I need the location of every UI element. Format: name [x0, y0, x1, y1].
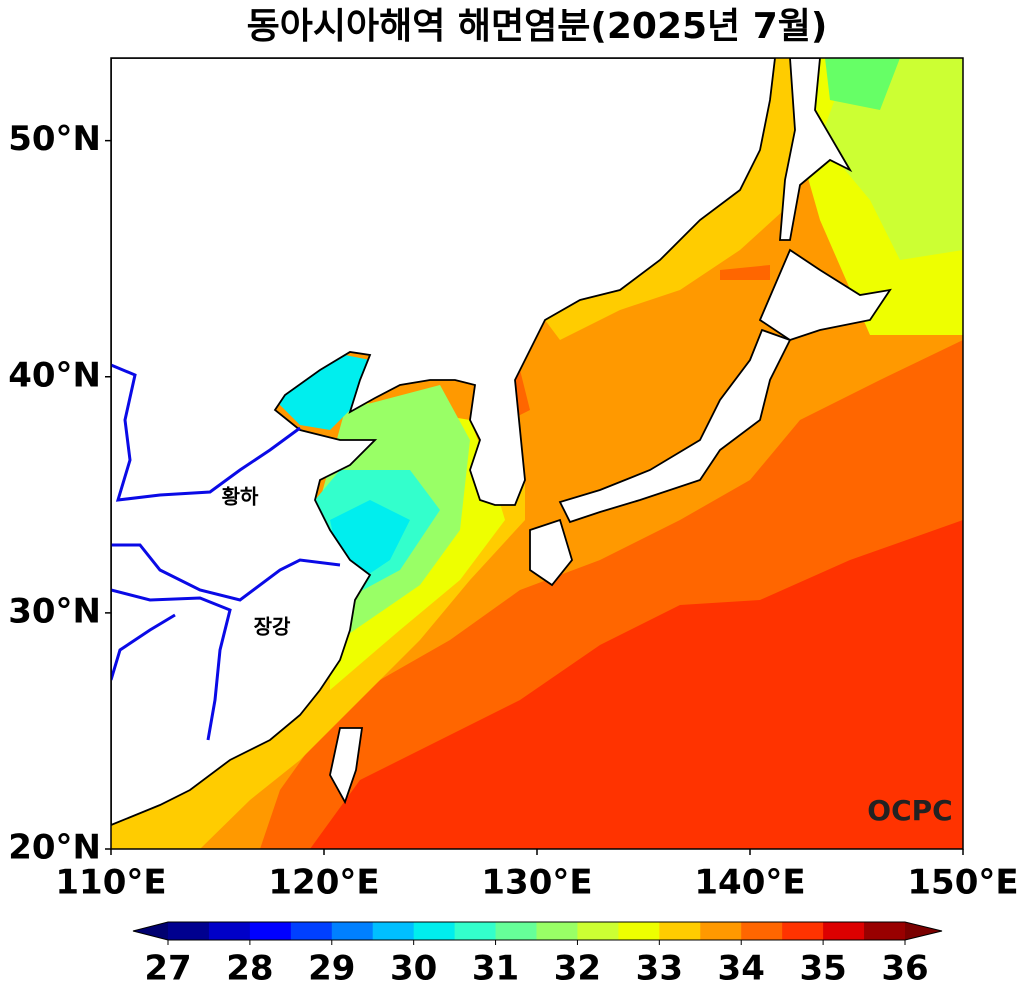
- colorbar-tick-label: 34: [718, 949, 765, 989]
- colorbar-bin: [700, 922, 742, 940]
- x-tick-label: 130°E: [481, 863, 592, 903]
- colorbar-bin: [823, 922, 865, 940]
- river: [111, 543, 341, 602]
- colorbar-tick-label: 35: [799, 949, 846, 989]
- colorbar-bin: [741, 922, 783, 940]
- colorbar-under: [133, 922, 168, 940]
- salinity-region: [720, 265, 770, 280]
- salinity-region: [275, 355, 370, 430]
- colorbar-tick-label: 32: [554, 949, 601, 989]
- y-tick-label: 50°N: [8, 119, 101, 159]
- land: [558, 328, 792, 524]
- colorbar-bin: [208, 922, 251, 940]
- river: [111, 588, 232, 741]
- river: [111, 613, 176, 681]
- salinity-region: [825, 58, 900, 110]
- colorbar-tick-label: 30: [390, 949, 437, 989]
- colorbar-tick-label: 36: [881, 949, 928, 989]
- colorbar-bin: [618, 922, 660, 940]
- colorbar-bin: [372, 922, 415, 940]
- map: [111, 58, 963, 849]
- colorbar-bin: [290, 922, 333, 940]
- y-tick-label: 40°N: [8, 355, 101, 395]
- colorbar-tick-label: 28: [226, 949, 273, 989]
- x-tick-label: 150°E: [907, 863, 1018, 903]
- y-tick-label: 30°N: [8, 591, 101, 631]
- colorbar-bin: [331, 922, 374, 940]
- colorbar-bin: [536, 922, 578, 940]
- colorbar-tick-label: 27: [144, 949, 191, 989]
- salinity-region: [310, 520, 963, 849]
- x-tick-label: 120°E: [268, 863, 379, 903]
- colorbar-bin: [454, 922, 497, 940]
- river-label: 황하: [222, 485, 259, 509]
- title: 동아시아해역 해면염분(2025년 7월): [247, 6, 828, 47]
- x-tick-label: 110°E: [55, 863, 166, 903]
- land: [779, 58, 853, 241]
- colorbar-bin: [168, 922, 210, 940]
- colorbar-bin: [782, 922, 824, 940]
- river-label: 장강: [254, 615, 291, 639]
- colorbar-bin: [864, 922, 906, 940]
- colorbar-bin: [659, 922, 701, 940]
- colorbar-bin: [413, 922, 456, 940]
- logo: OCPC: [867, 794, 952, 827]
- y-tick-label: 20°N: [8, 828, 101, 868]
- land: [758, 248, 892, 341]
- colorbar-tick-label: 29: [308, 949, 355, 989]
- salinity-region: [545, 58, 800, 340]
- colorbar-bin: [249, 922, 292, 940]
- land: [111, 58, 776, 826]
- x-tick-label: 140°E: [694, 863, 805, 903]
- land: [329, 727, 364, 805]
- salinity-region: [820, 58, 963, 260]
- colorbar-bin: [495, 922, 537, 940]
- river: [111, 363, 301, 502]
- colorbar-tick-label: 31: [472, 949, 519, 989]
- land: [529, 518, 573, 587]
- colorbar-over: [905, 922, 942, 940]
- colorbar-tick-label: 33: [636, 949, 683, 989]
- colorbar-bin: [577, 922, 619, 940]
